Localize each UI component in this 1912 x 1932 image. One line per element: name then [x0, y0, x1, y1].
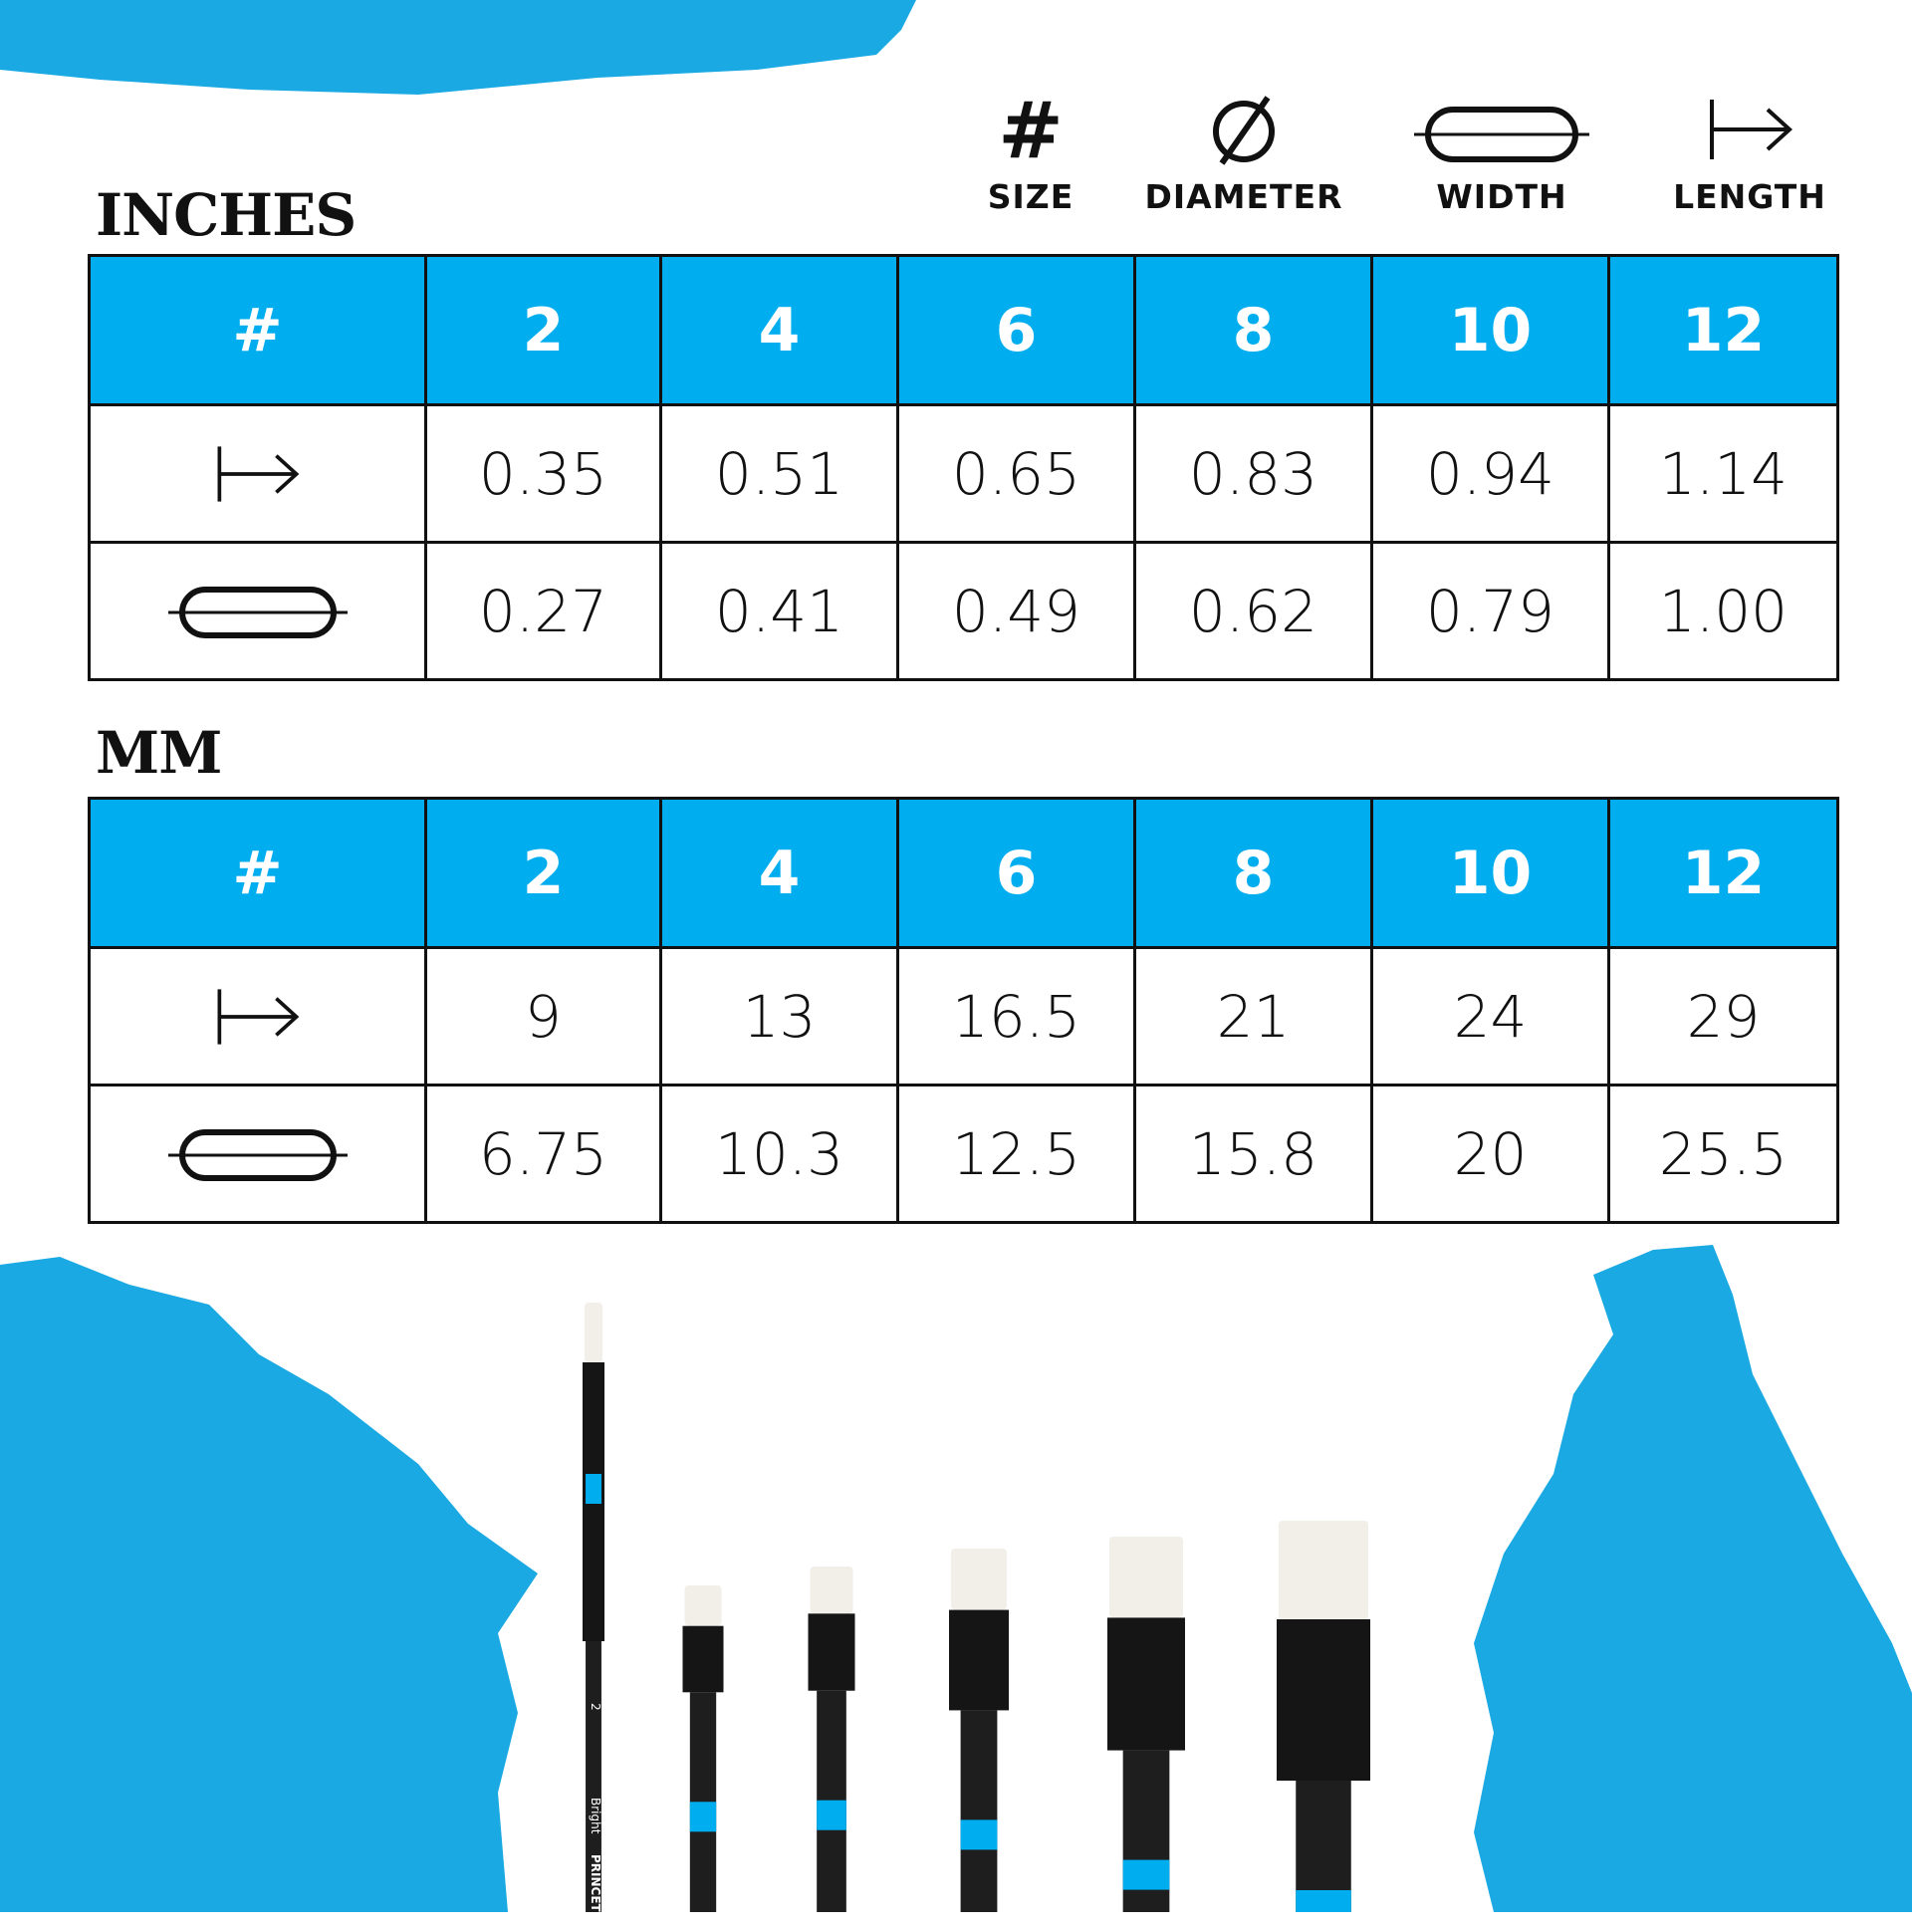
length-icon: [1710, 100, 1792, 159]
size-cell: 10: [1370, 254, 1610, 406]
paintbrush: [1277, 1521, 1370, 1912]
header-row: #2 4 6 8 10 12: [88, 254, 1839, 406]
value-cell: 13: [659, 946, 899, 1087]
size-cell: 6: [896, 797, 1136, 949]
width-icon: [91, 1124, 424, 1184]
size-cell: 8: [1133, 254, 1373, 406]
value-cell: 0.83: [1133, 403, 1373, 544]
value-cell: 1.14: [1607, 403, 1839, 544]
value-cell: 0.41: [659, 541, 899, 681]
value-cell: 0.65: [896, 403, 1136, 544]
value-cell: 10.3: [659, 1084, 899, 1224]
diameter-icon: [1213, 96, 1275, 165]
mm-title: MM: [96, 719, 222, 787]
size-cell: 2: [424, 797, 662, 949]
paintbrush: [583, 1303, 604, 1912]
legend-label: LENGTH: [1673, 177, 1826, 216]
legend-length: LENGTH: [1640, 90, 1859, 216]
inches-table: #2 4 6 8 10 12 0.35 0.51 0.65 0.83 0.94 1.14 0.27 0.4…: [88, 254, 1839, 681]
value-cell: 15.8: [1133, 1084, 1373, 1224]
brush-size-label: 2: [589, 1703, 602, 1711]
paintbrush: [808, 1567, 855, 1912]
value-cell: 0.62: [1133, 541, 1373, 681]
svg-text:#: #: [998, 90, 1063, 169]
value-cell: 0.27: [424, 541, 662, 681]
table-row: 9 13 16.5 21 24 29: [88, 946, 1839, 1087]
legend-label: DIAMETER: [1144, 177, 1343, 216]
size-cell: 4: [659, 254, 899, 406]
hash-icon: #: [998, 90, 1063, 169]
size-cell: 10: [1370, 797, 1610, 949]
row-icon-cell: [88, 403, 427, 544]
brush-type-label: Bright: [589, 1798, 602, 1834]
mm-table: #2 4 6 8 10 12 9 13 16.5 21 24 29 6.75 10.3 12.5 15.8 20…: [88, 797, 1839, 1224]
value-cell: 0.49: [896, 541, 1136, 681]
width-icon: [1414, 107, 1589, 162]
legend-label: SIZE: [987, 177, 1075, 216]
width-icon: [91, 582, 424, 641]
value-cell: 29: [1607, 946, 1839, 1087]
legend-diameter: DIAMETER: [1134, 90, 1353, 216]
paintbrush: [682, 1585, 724, 1912]
value-cell: 9: [424, 946, 662, 1087]
value-cell: 0.94: [1370, 403, 1610, 544]
size-cell: 6: [896, 254, 1136, 406]
header-row: #2 4 6 8 10 12: [88, 797, 1839, 949]
value-cell: 21: [1133, 946, 1373, 1087]
row-icon-cell: [88, 541, 427, 681]
value-cell: 0.51: [659, 403, 899, 544]
value-cell: 1.00: [1607, 541, 1839, 681]
size-cell: 2: [424, 254, 662, 406]
size-header: #: [88, 797, 427, 949]
row-icon-cell: [88, 1084, 427, 1224]
inches-title: INCHES: [96, 181, 357, 249]
paintbrush: [949, 1549, 1009, 1912]
brush-brand-label: PRINCETON: [589, 1854, 602, 1932]
size-cell: 12: [1607, 254, 1839, 406]
paintbrush: [1107, 1537, 1185, 1912]
value-cell: 25.5: [1607, 1084, 1839, 1224]
legend-label: WIDTH: [1436, 177, 1567, 216]
value-cell: 20: [1370, 1084, 1610, 1224]
table-row: 0.27 0.41 0.49 0.62 0.79 1.00: [88, 541, 1839, 681]
value-cell: 0.79: [1370, 541, 1610, 681]
size-cell: 12: [1607, 797, 1839, 949]
value-cell: 16.5: [896, 946, 1136, 1087]
value-cell: 24: [1370, 946, 1610, 1087]
value-cell: 0.35: [424, 403, 662, 544]
brushes-image: [583, 1303, 1370, 1912]
legend-width: WIDTH: [1392, 90, 1611, 216]
size-cell: 8: [1133, 797, 1373, 949]
length-icon: [91, 441, 424, 507]
row-icon-cell: [88, 946, 427, 1087]
legend-size: # SIZE: [921, 90, 1140, 216]
size-header: #: [88, 254, 427, 406]
table-row: 6.75 10.3 12.5 15.8 20 25.5: [88, 1084, 1839, 1224]
table-row: 0.35 0.51 0.65 0.83 0.94 1.14: [88, 403, 1839, 544]
length-icon: [91, 984, 424, 1050]
value-cell: 12.5: [896, 1084, 1136, 1224]
value-cell: 6.75: [424, 1084, 662, 1224]
size-cell: 4: [659, 797, 899, 949]
